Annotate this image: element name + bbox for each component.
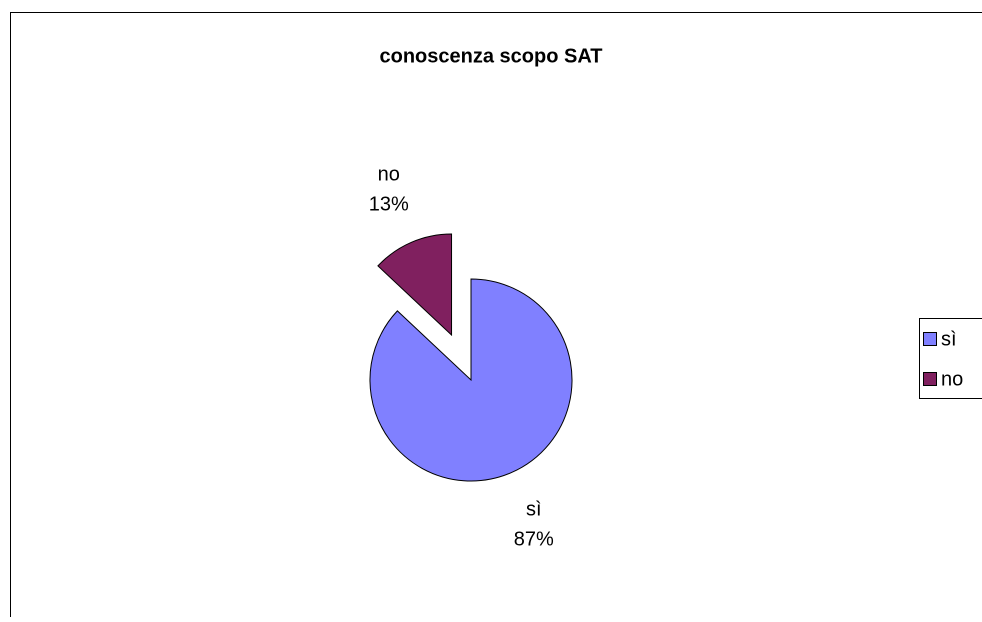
pie-slice [370,279,572,481]
slice-category-label: no [378,163,400,185]
chart-title: conoscenza scopo SAT [379,45,602,67]
legend-label: sì [941,328,957,350]
legend-label: no [941,368,963,390]
slice-value-label: 87% [514,528,554,550]
pie-slice [378,234,452,335]
legend-swatch [924,333,937,346]
legend-swatch [924,373,937,386]
slice-category-label: sì [526,498,542,520]
slice-value-label: 13% [369,193,409,215]
